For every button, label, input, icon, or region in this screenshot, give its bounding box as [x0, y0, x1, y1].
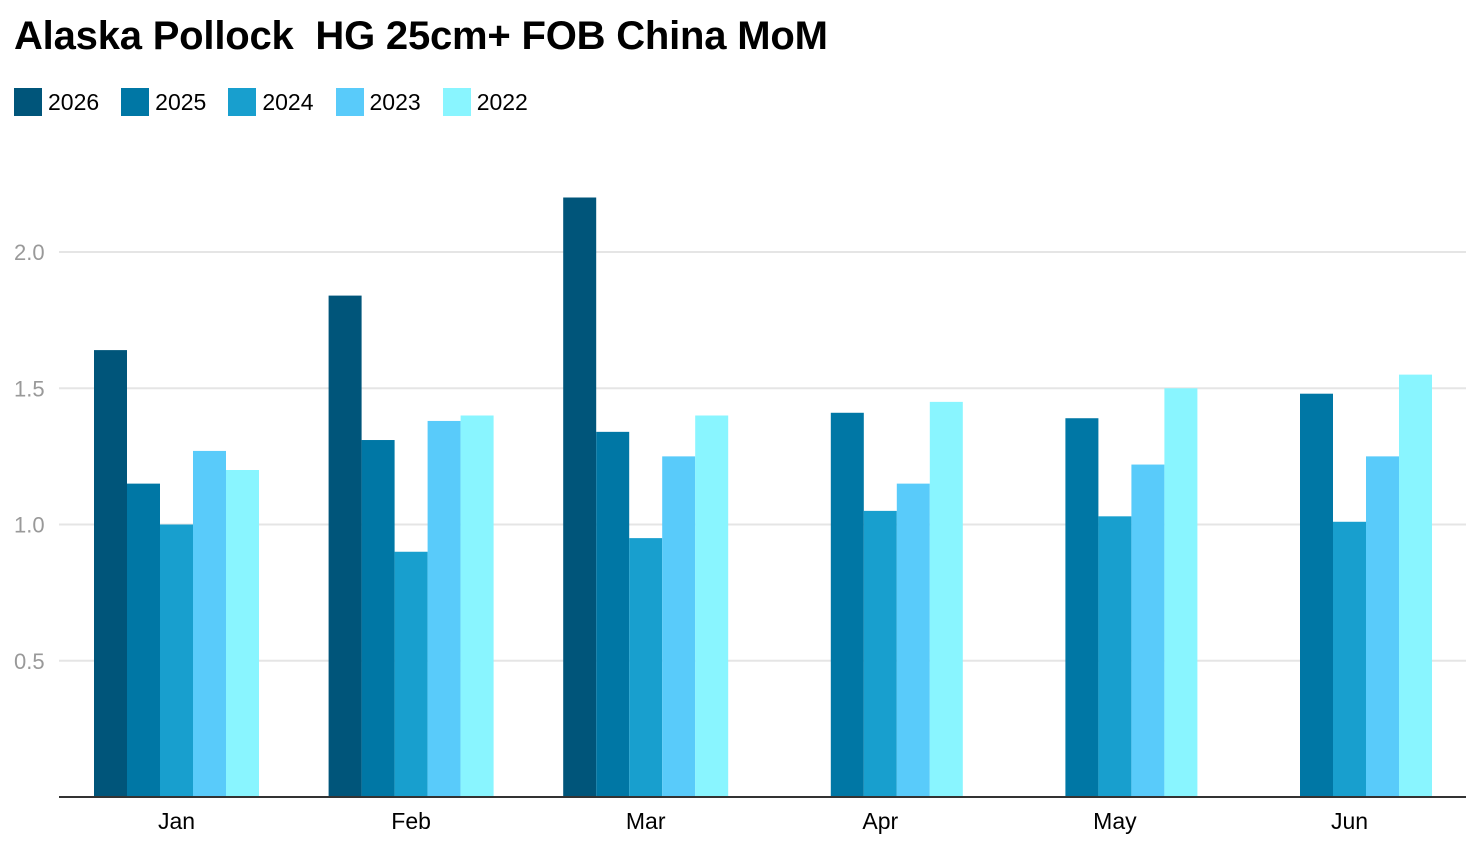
- bar-2025-feb: [361, 440, 395, 797]
- legend-label-2022: 2022: [476, 88, 528, 115]
- legend-swatch-2022: [442, 88, 471, 116]
- bar-2024-jun: [1333, 521, 1366, 797]
- bar-2025-jan: [127, 483, 160, 797]
- y-tick-label: 0.5: [14, 649, 45, 674]
- bar-2022-apr: [929, 401, 963, 797]
- legend-label-2026: 2026: [48, 88, 100, 115]
- legend-item-2022: 2022: [442, 88, 528, 116]
- y-tick-label: 2.0: [14, 240, 45, 265]
- bar-2023-may: [1131, 464, 1165, 797]
- legend-swatch-2023: [335, 88, 364, 116]
- bar-2023-apr: [896, 483, 930, 797]
- bar-2026-mar: [563, 197, 597, 797]
- legend-item-2026: 2026: [14, 88, 99, 116]
- bar-2023-feb: [427, 420, 461, 797]
- bar-2024-feb: [394, 551, 428, 797]
- bar-2022-jun: [1399, 374, 1432, 797]
- bar-2023-mar: [662, 456, 696, 797]
- legend-label-2024: 2024: [262, 88, 314, 115]
- legend-swatch-2024: [228, 88, 257, 116]
- bar-2022-may: [1164, 388, 1198, 797]
- legend-swatch-2025: [121, 88, 150, 116]
- bar-2022-feb: [460, 415, 494, 797]
- bar-2024-mar: [629, 538, 663, 797]
- bar-2024-apr: [863, 510, 897, 797]
- x-tick-label-may: May: [1093, 808, 1137, 834]
- legend-label-2023: 2023: [369, 88, 421, 115]
- bar-2022-mar: [695, 415, 729, 797]
- bar-2026-feb: [328, 295, 362, 797]
- y-tick-label: 1.5: [14, 376, 45, 401]
- bar-2023-jan: [193, 450, 226, 797]
- x-tick-label-jun: Jun: [1331, 808, 1368, 834]
- y-tick-label: 1.0: [14, 513, 45, 538]
- x-tick-label-apr: Apr: [862, 808, 898, 834]
- chart-legend: 2026 2025 2024 2023 2022: [14, 86, 550, 118]
- bar-2024-may: [1098, 516, 1132, 797]
- bar-2025-mar: [596, 431, 630, 797]
- bar-2022-jan: [226, 470, 259, 797]
- bar-2024-jan: [160, 524, 193, 797]
- legend-item-2024: 2024: [228, 88, 314, 116]
- legend-label-2025: 2025: [155, 88, 207, 115]
- x-tick-label-jan: Jan: [158, 808, 195, 834]
- legend-swatch-2026: [14, 88, 42, 116]
- legend-item-2023: 2023: [335, 88, 421, 116]
- bar-2025-apr: [830, 412, 864, 797]
- chart-title: Alaska Pollock HG 25cm+ FOB China MoM: [14, 14, 828, 58]
- bar-2025-may: [1065, 418, 1099, 797]
- bar-2023-jun: [1366, 456, 1399, 797]
- legend-item-2025: 2025: [121, 88, 206, 116]
- x-tick-label-feb: Feb: [391, 808, 431, 834]
- x-tick-label-mar: Mar: [626, 808, 666, 834]
- bar-2026-jan: [94, 350, 127, 797]
- bar-2025-jun: [1300, 393, 1333, 797]
